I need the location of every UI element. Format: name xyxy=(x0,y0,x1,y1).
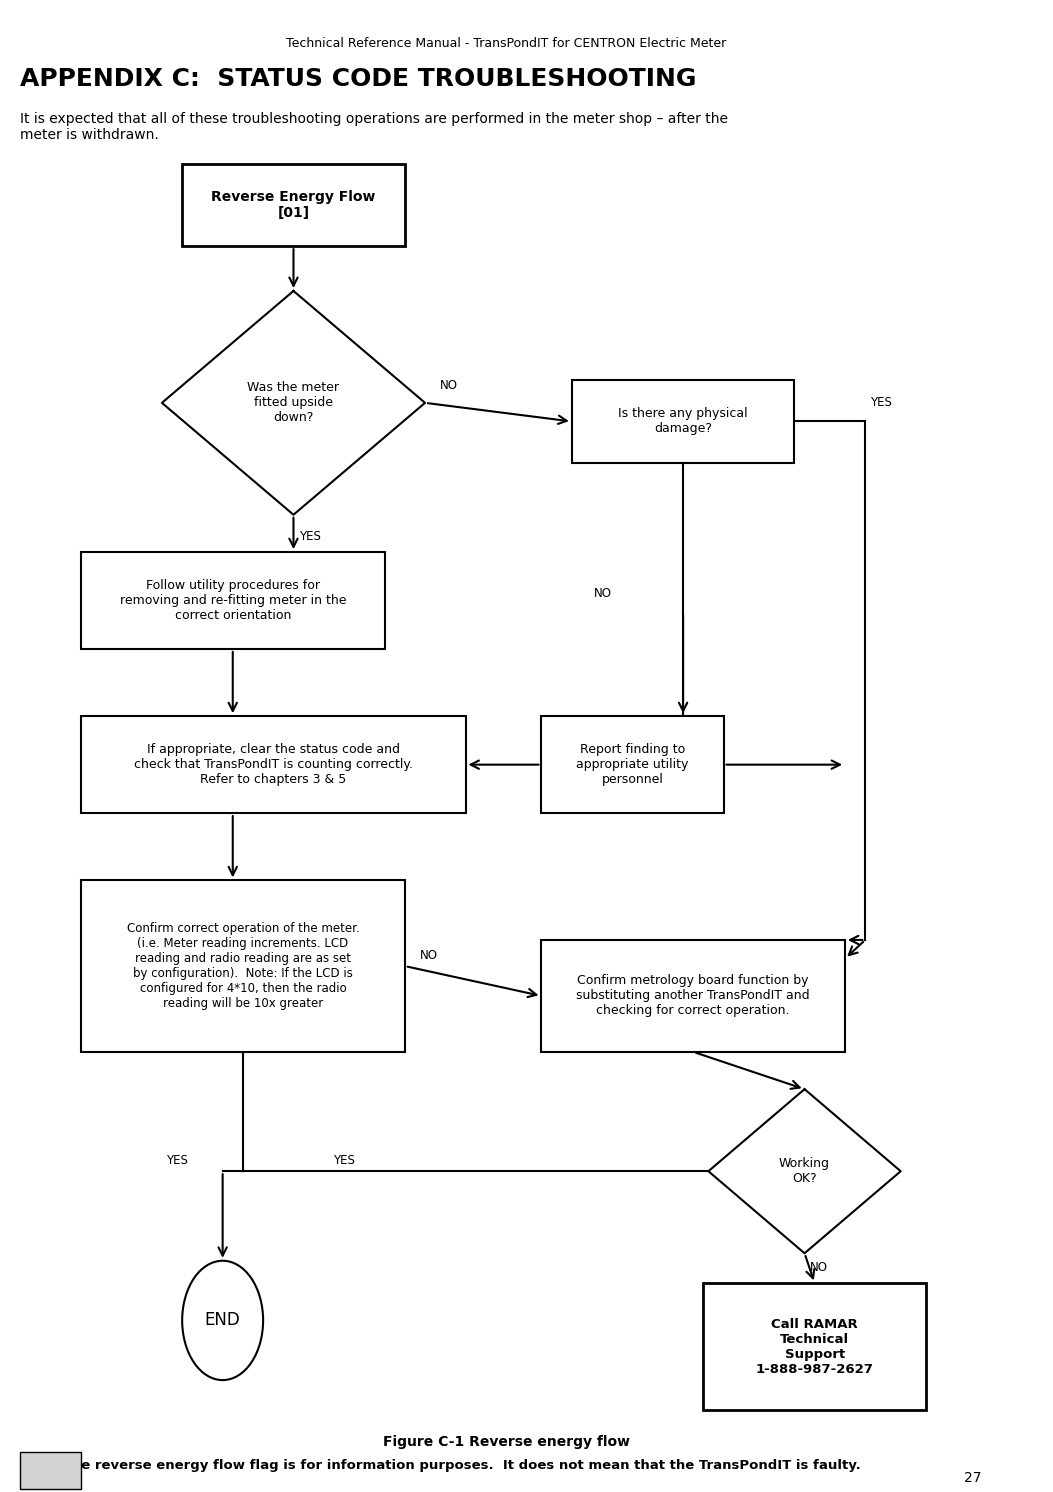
Text: Working
OK?: Working OK? xyxy=(779,1158,830,1185)
FancyBboxPatch shape xyxy=(81,552,384,649)
Text: It is expected that all of these troubleshooting operations are performed in the: It is expected that all of these trouble… xyxy=(20,112,729,142)
Text: Follow utility procedures for
removing and re-fitting meter in the
correct orien: Follow utility procedures for removing a… xyxy=(119,579,346,622)
Text: Is there any physical
damage?: Is there any physical damage? xyxy=(618,407,748,436)
FancyBboxPatch shape xyxy=(81,716,465,813)
Text: If appropriate, clear the status code and
check that TransPondIT is counting cor: If appropriate, clear the status code an… xyxy=(134,743,413,786)
FancyBboxPatch shape xyxy=(572,380,794,463)
Text: NO: NO xyxy=(420,949,438,962)
Text: Note: the reverse energy flow flag is for information purposes.  It does not mea: Note: the reverse energy flow flag is fo… xyxy=(20,1459,861,1473)
Text: END: END xyxy=(204,1311,240,1329)
Text: Figure C-1 Reverse energy flow: Figure C-1 Reverse energy flow xyxy=(382,1435,630,1449)
Text: Confirm correct operation of the meter.
(i.e. Meter reading increments. LCD
read: Confirm correct operation of the meter. … xyxy=(126,922,359,1010)
Text: Reverse Energy Flow
[01]: Reverse Energy Flow [01] xyxy=(212,189,376,221)
Text: YES: YES xyxy=(871,397,892,409)
Text: APPENDIX C:  STATUS CODE TROUBLESHOOTING: APPENDIX C: STATUS CODE TROUBLESHOOTING xyxy=(20,67,697,91)
Circle shape xyxy=(182,1261,263,1380)
Text: YES: YES xyxy=(166,1153,188,1167)
Text: NO: NO xyxy=(440,379,458,392)
Text: Report finding to
appropriate utility
personnel: Report finding to appropriate utility pe… xyxy=(576,743,689,786)
Text: Call RAMAR
Technical
Support
1-888-987-2627: Call RAMAR Technical Support 1-888-987-2… xyxy=(756,1317,874,1376)
FancyBboxPatch shape xyxy=(541,940,845,1052)
Text: 27: 27 xyxy=(965,1471,981,1485)
Text: Confirm metrology board function by
substituting another TransPondIT and
checkin: Confirm metrology board function by subs… xyxy=(576,974,810,1018)
FancyBboxPatch shape xyxy=(703,1283,926,1410)
Text: NO: NO xyxy=(594,588,612,600)
FancyBboxPatch shape xyxy=(541,716,723,813)
FancyBboxPatch shape xyxy=(20,1452,81,1489)
Text: Technical Reference Manual - TransPondIT for CENTRON Electric Meter: Technical Reference Manual - TransPondIT… xyxy=(285,37,727,51)
FancyBboxPatch shape xyxy=(81,880,404,1052)
FancyBboxPatch shape xyxy=(182,164,404,246)
Text: YES: YES xyxy=(299,530,320,543)
Text: NO: NO xyxy=(810,1261,828,1274)
Text: Was the meter
fitted upside
down?: Was the meter fitted upside down? xyxy=(247,382,339,424)
Text: YES: YES xyxy=(333,1153,355,1167)
